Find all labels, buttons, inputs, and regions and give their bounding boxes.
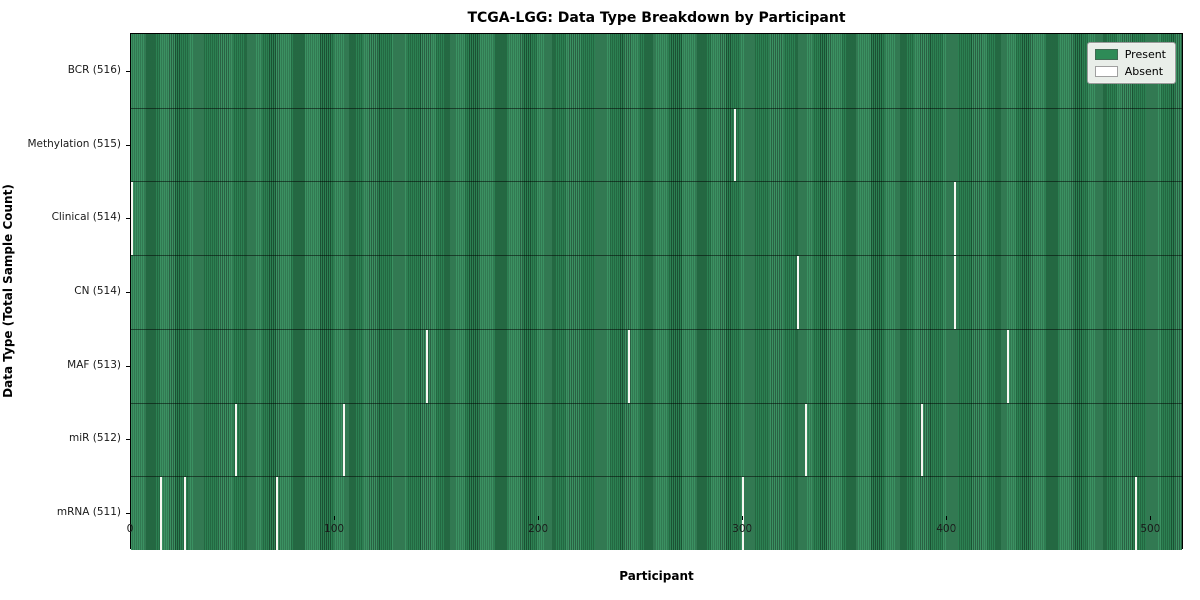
x-tick-mark bbox=[1150, 516, 1152, 520]
x-tick-mark bbox=[130, 516, 131, 520]
heat-row-clinical bbox=[131, 181, 1182, 256]
y-tick-mark bbox=[126, 70, 130, 72]
plot-area: Present Absent bbox=[126, 33, 1183, 550]
absent-gap bbox=[742, 477, 745, 550]
heat-row-cn bbox=[131, 255, 1182, 329]
legend-entry-present: Present bbox=[1094, 48, 1166, 61]
heat-row-methylation bbox=[131, 107, 1182, 182]
y-tick-mark bbox=[126, 439, 130, 441]
absent-swatch bbox=[1094, 66, 1118, 77]
absent-gap bbox=[797, 256, 800, 329]
y-tick-label: BCR (516) bbox=[67, 63, 121, 76]
absent-gap bbox=[805, 403, 808, 477]
absent-gap bbox=[234, 403, 237, 477]
y-tick-label: CN (514) bbox=[74, 285, 121, 297]
absent-gap bbox=[183, 477, 186, 550]
y-tick-label: Methylation (515) bbox=[27, 137, 121, 150]
y-tick-label: Clinical (514) bbox=[51, 211, 121, 224]
x-tick-label: 400 bbox=[936, 523, 957, 535]
x-tick-mark bbox=[334, 516, 336, 520]
absent-gap bbox=[953, 182, 956, 256]
heat-row-mir bbox=[131, 402, 1182, 477]
x-tick-mark bbox=[946, 516, 948, 520]
chart-title: TCGA-LGG: Data Type Breakdown by Partici… bbox=[467, 10, 846, 26]
x-tick-label: 0 bbox=[126, 523, 134, 535]
y-tick-mark bbox=[126, 513, 130, 515]
x-tick-label: 300 bbox=[732, 523, 753, 535]
x-tick-mark bbox=[742, 516, 744, 520]
absent-gap bbox=[733, 108, 736, 182]
x-tick-label: 500 bbox=[1140, 523, 1161, 535]
y-tick-label: mRNA (511) bbox=[56, 506, 121, 519]
absent-gap bbox=[953, 256, 956, 329]
x-axis-label: Participant bbox=[619, 569, 694, 583]
absent-gap bbox=[159, 477, 162, 550]
y-tick-label: miR (512) bbox=[68, 432, 121, 445]
heat-row-maf bbox=[131, 328, 1182, 403]
y-tick-mark bbox=[126, 144, 130, 146]
legend-entry-absent: Absent bbox=[1094, 65, 1166, 78]
x-tick-label: 100 bbox=[324, 523, 345, 535]
absent-gap bbox=[627, 329, 630, 403]
y-tick-mark bbox=[126, 292, 130, 293]
absent-gap bbox=[131, 182, 133, 256]
absent-gap bbox=[1006, 329, 1009, 403]
absent-gap bbox=[921, 403, 924, 477]
x-tick-label: 200 bbox=[528, 523, 549, 535]
absent-gap bbox=[426, 329, 429, 403]
y-axis-label: Data Type (Total Sample Count) bbox=[1, 184, 15, 398]
x-tick-mark bbox=[538, 516, 540, 520]
present-swatch bbox=[1094, 49, 1118, 60]
absent-gap bbox=[1135, 477, 1138, 550]
legend-absent-label: Absent bbox=[1124, 65, 1164, 78]
absent-gap bbox=[275, 477, 278, 550]
legend: Present Absent bbox=[1086, 42, 1176, 84]
heat-row-bcr bbox=[131, 34, 1182, 108]
y-tick-mark bbox=[126, 365, 130, 367]
absent-gap bbox=[342, 403, 345, 477]
y-tick-label: MAF (513) bbox=[67, 358, 121, 371]
heat-row-mrna bbox=[131, 476, 1182, 550]
y-tick-mark bbox=[126, 218, 130, 220]
legend-present-label: Present bbox=[1124, 48, 1166, 61]
